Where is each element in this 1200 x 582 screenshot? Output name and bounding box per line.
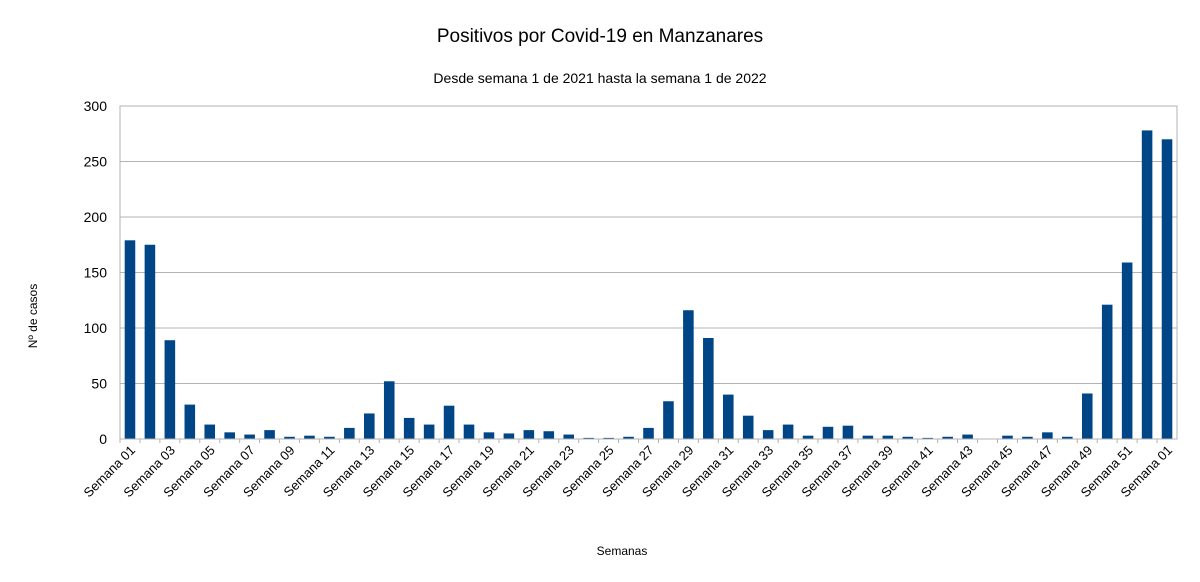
bar bbox=[344, 427, 355, 439]
bar bbox=[862, 435, 874, 439]
gridlines bbox=[120, 105, 1177, 384]
bar bbox=[802, 435, 814, 439]
y-tick-label: 100 bbox=[84, 320, 108, 336]
bar bbox=[1141, 130, 1153, 440]
bar bbox=[683, 310, 694, 439]
chart-subtitle: Desde semana 1 de 2021 hasta la semana 1… bbox=[433, 70, 766, 86]
bar bbox=[463, 424, 475, 439]
bar bbox=[144, 244, 156, 439]
y-tick-label: 200 bbox=[84, 209, 108, 225]
plot-frame bbox=[119, 105, 1178, 440]
y-axis-title: Nº de casos bbox=[26, 284, 40, 348]
bar bbox=[423, 424, 435, 439]
x-axis-title: Semanas bbox=[597, 544, 648, 558]
bar bbox=[822, 426, 834, 439]
bar bbox=[782, 424, 794, 439]
bar bbox=[184, 404, 196, 439]
y-tick-label: 300 bbox=[84, 98, 108, 114]
bar bbox=[1121, 262, 1133, 439]
bar bbox=[244, 434, 255, 439]
bar bbox=[563, 434, 575, 439]
bar bbox=[663, 401, 674, 439]
bar bbox=[762, 430, 774, 439]
bar bbox=[1101, 304, 1113, 439]
bar bbox=[1081, 393, 1093, 439]
y-tick-label: 50 bbox=[91, 376, 107, 392]
bar bbox=[603, 437, 614, 439]
bar bbox=[842, 425, 854, 439]
y-tick-label: 150 bbox=[84, 265, 108, 281]
bar bbox=[443, 405, 455, 439]
bar bbox=[264, 430, 275, 439]
bar bbox=[882, 435, 894, 439]
bar bbox=[304, 435, 315, 439]
bar bbox=[942, 436, 953, 439]
bar bbox=[284, 436, 295, 439]
bar bbox=[962, 434, 973, 439]
bar bbox=[583, 437, 594, 439]
bars bbox=[124, 130, 1173, 440]
chart-title: Positivos por Covid-19 en Manzanares bbox=[437, 26, 763, 47]
bar bbox=[224, 432, 235, 439]
bar bbox=[324, 436, 335, 439]
bar bbox=[364, 413, 375, 439]
bar bbox=[1042, 432, 1053, 439]
bar bbox=[403, 417, 415, 439]
bar bbox=[164, 340, 176, 439]
bar bbox=[483, 432, 495, 439]
bar bbox=[1022, 436, 1033, 439]
bar bbox=[124, 240, 136, 439]
bar bbox=[383, 381, 395, 439]
bar bbox=[204, 424, 216, 439]
bar bbox=[1062, 436, 1073, 439]
bar bbox=[742, 415, 754, 439]
bar bbox=[623, 436, 634, 439]
bar bbox=[523, 430, 535, 439]
y-tick-label: 250 bbox=[84, 154, 108, 170]
bar bbox=[922, 437, 933, 439]
y-tick-label: 0 bbox=[99, 431, 107, 447]
axes bbox=[119, 105, 1178, 443]
bar bbox=[902, 436, 914, 439]
bar bbox=[643, 427, 654, 439]
bar bbox=[1002, 435, 1013, 439]
bar bbox=[703, 337, 714, 439]
bar bbox=[1161, 139, 1173, 440]
bar bbox=[722, 394, 734, 439]
y-tick-labels: 0 50 100 150 200 250 300 bbox=[84, 98, 108, 447]
bar bbox=[503, 433, 515, 439]
bar bbox=[543, 431, 555, 439]
